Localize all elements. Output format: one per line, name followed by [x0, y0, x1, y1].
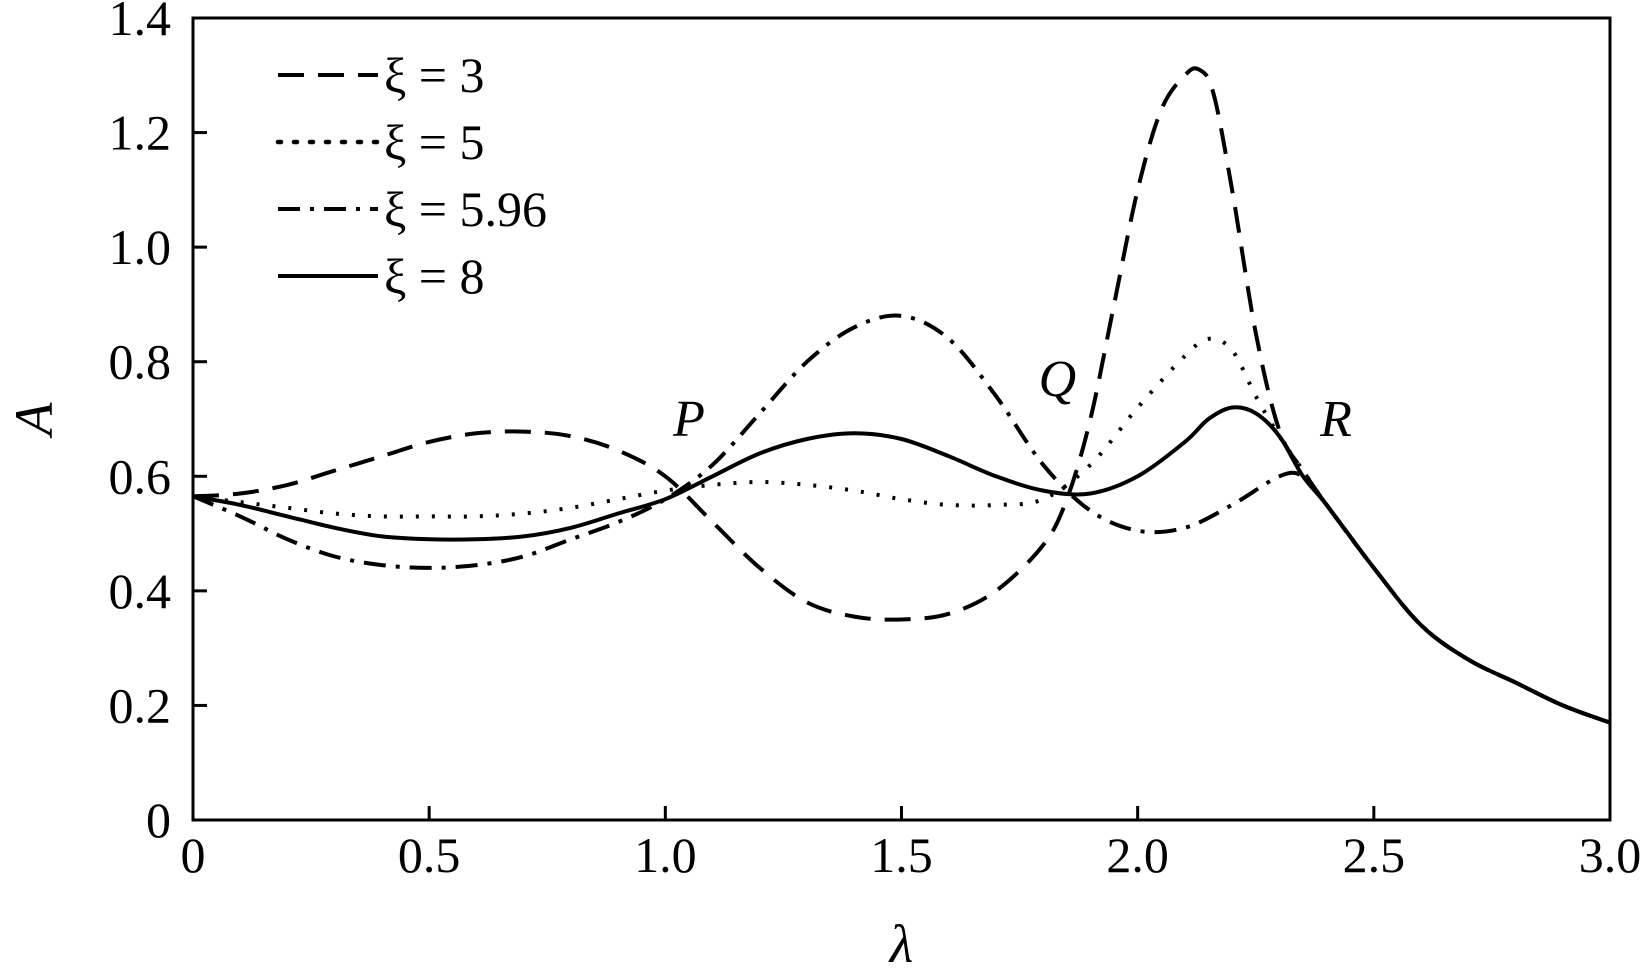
series-layer	[192, 66, 1611, 725]
y-tick-label: 1.0	[109, 219, 172, 275]
y-tick-label: 0.4	[109, 563, 172, 619]
y-tick-label: 0.6	[109, 448, 172, 504]
annotation-label: P	[672, 391, 705, 448]
annotation-label: Q	[1039, 351, 1077, 408]
axis-ticks: 0 0.5 1.0 1.5 2.0 2.5 3.0 0 0.2 0.4 0.6 0.8 1.0 1.2 1.…	[109, 0, 1642, 883]
x-tick-label: 1.5	[870, 827, 933, 883]
series-line	[192, 313, 1611, 725]
y-axis-label: A	[4, 402, 64, 439]
y-tick-label: 0	[146, 792, 171, 848]
legend: ξ = 3 ξ = 5 ξ = 5.96 ξ = 8	[275, 47, 547, 304]
x-tick-label: 1.0	[634, 827, 697, 883]
series-line	[192, 405, 1611, 725]
annotation-label: R	[1319, 391, 1352, 448]
x-axis-label: λ	[888, 914, 913, 972]
x-tick-label: 2.5	[1343, 827, 1406, 883]
y-tick-label: 0.2	[109, 677, 172, 733]
legend-label: ξ = 5.96	[384, 181, 547, 237]
x-tick-label: 2.0	[1106, 827, 1169, 883]
x-tick-label: 3.0	[1579, 827, 1642, 883]
annotations: P Q R	[672, 351, 1352, 448]
x-tick-label: 0.5	[398, 827, 461, 883]
legend-label: ξ = 3	[384, 47, 485, 103]
legend-label: ξ = 8	[384, 248, 485, 304]
y-tick-label: 0.8	[109, 334, 172, 390]
x-tick-label: 0	[181, 827, 206, 883]
y-tick-label: 1.4	[109, 0, 172, 46]
legend-label: ξ = 5	[384, 114, 485, 170]
y-tick-label: 1.2	[109, 105, 172, 161]
